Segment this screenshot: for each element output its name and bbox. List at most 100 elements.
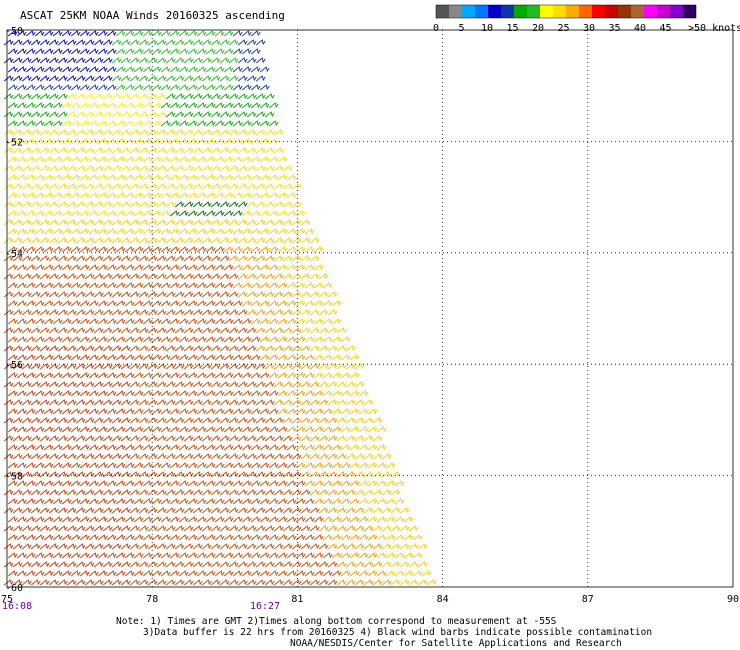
wind-barb xyxy=(102,147,113,154)
wind-barb xyxy=(232,264,243,271)
wind-barb xyxy=(268,336,279,343)
wind-barb xyxy=(259,354,270,361)
wind-barb xyxy=(196,300,207,307)
wind-barb xyxy=(358,426,369,433)
wind-barb xyxy=(192,237,203,244)
wind-barb xyxy=(300,471,311,478)
wind-barb xyxy=(273,237,284,244)
wind-barb xyxy=(30,111,41,118)
wind-barb xyxy=(111,561,122,568)
wind-barb xyxy=(102,201,113,208)
wind-barb xyxy=(111,273,122,280)
wind-barb xyxy=(237,111,248,118)
wind-barb xyxy=(187,174,198,181)
wind-barb xyxy=(183,345,194,352)
wind-barb xyxy=(192,417,203,424)
wind-barb xyxy=(192,399,203,406)
wind-barb xyxy=(201,255,212,262)
wind-barb xyxy=(363,453,374,460)
wind-barb xyxy=(210,561,221,568)
wind-barb xyxy=(142,246,153,253)
wind-barb xyxy=(421,570,432,577)
wind-barb xyxy=(250,552,261,559)
wind-barb xyxy=(84,201,95,208)
wind-barb xyxy=(102,111,113,118)
wind-barb xyxy=(174,435,185,442)
wind-barb xyxy=(106,462,117,469)
wind-barb xyxy=(3,489,14,496)
wind-barb xyxy=(304,516,315,523)
wind-barb xyxy=(187,390,198,397)
wind-barb xyxy=(264,327,275,334)
wind-barb xyxy=(246,219,257,226)
wind-barb xyxy=(277,426,288,433)
wind-barb xyxy=(210,399,221,406)
wind-barb xyxy=(192,525,203,532)
wind-barb xyxy=(156,543,167,550)
wind-barb xyxy=(147,561,158,568)
wind-barb xyxy=(232,552,243,559)
wind-barb xyxy=(25,102,36,109)
wind-barb xyxy=(79,390,90,397)
wind-barb xyxy=(277,192,288,199)
wind-barb xyxy=(246,93,257,100)
wind-barb xyxy=(313,282,324,289)
wind-barb xyxy=(187,552,198,559)
wind-barb xyxy=(3,561,14,568)
wind-barb xyxy=(57,327,68,334)
wind-barb xyxy=(183,453,194,460)
wind-barb xyxy=(169,210,180,217)
wind-barb xyxy=(75,165,86,172)
wind-barb xyxy=(232,210,243,217)
wind-barb xyxy=(48,417,59,424)
wind-barb xyxy=(129,471,140,478)
wind-barb xyxy=(354,417,365,424)
wind-barb xyxy=(12,93,23,100)
wind-barb xyxy=(102,273,113,280)
wind-barb xyxy=(205,426,216,433)
wind-barb xyxy=(331,390,342,397)
wind-barb xyxy=(268,552,279,559)
wind-barb xyxy=(241,66,252,73)
wind-barb xyxy=(142,570,153,577)
wind-barb xyxy=(70,264,81,271)
wind-barb xyxy=(331,318,342,325)
wind-barb xyxy=(255,75,266,82)
wind-barb xyxy=(232,390,243,397)
wind-barb xyxy=(313,354,324,361)
wind-barb xyxy=(120,183,131,190)
wind-barb xyxy=(75,543,86,550)
wind-barb xyxy=(322,516,333,523)
wind-barb xyxy=(115,210,126,217)
wind-barb xyxy=(286,228,297,235)
wind-barb xyxy=(16,426,27,433)
wind-barb xyxy=(88,264,99,271)
wind-barb xyxy=(174,345,185,352)
wind-barb xyxy=(250,192,261,199)
wind-barb xyxy=(142,228,153,235)
wind-barb xyxy=(210,57,221,64)
wind-barb xyxy=(201,39,212,46)
wind-barb xyxy=(169,246,180,253)
wind-barb xyxy=(255,417,266,424)
wind-barb xyxy=(210,381,221,388)
wind-barb xyxy=(156,327,167,334)
wind-barb xyxy=(102,237,113,244)
wind-barb xyxy=(12,471,23,478)
wind-barb xyxy=(286,552,297,559)
wind-barb xyxy=(25,264,36,271)
wind-barb xyxy=(354,435,365,442)
wind-barb xyxy=(205,336,216,343)
wind-barb xyxy=(318,525,329,532)
wind-barb xyxy=(3,147,14,154)
wind-barb xyxy=(169,156,180,163)
wind-barb xyxy=(93,345,104,352)
wind-barb xyxy=(264,183,275,190)
wind-barb xyxy=(259,102,270,109)
wind-barb xyxy=(241,390,252,397)
wind-barb xyxy=(178,264,189,271)
wind-barb xyxy=(237,147,248,154)
wind-barb xyxy=(39,327,50,334)
wind-barb xyxy=(106,228,117,235)
wind-barb xyxy=(174,399,185,406)
